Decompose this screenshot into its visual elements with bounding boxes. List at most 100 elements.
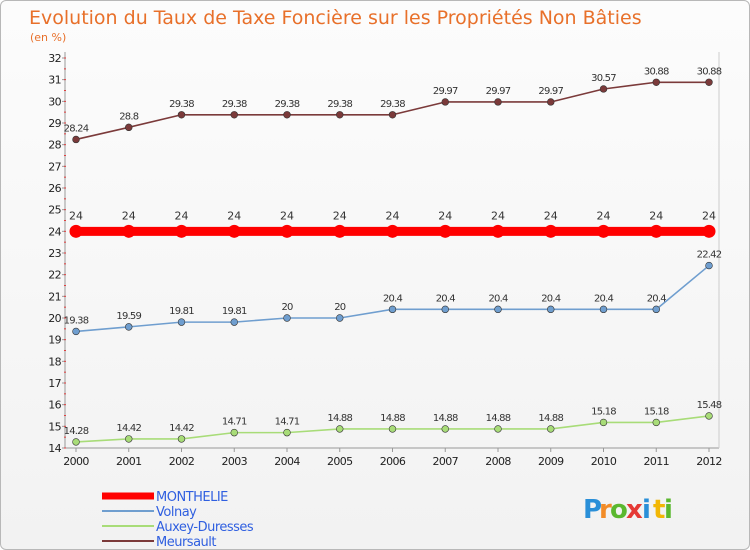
data-label: 29.38: [169, 99, 194, 110]
data-point: [388, 425, 397, 433]
data-label: 22.42: [697, 250, 722, 261]
series-line: [75, 81, 709, 141]
data-point: [72, 327, 80, 336]
data-label: 24: [122, 209, 136, 222]
y-tick-label: 19: [48, 334, 61, 347]
data-label: 30.88: [697, 66, 722, 77]
data-point: [652, 305, 660, 314]
y-tick-label: 21: [48, 290, 61, 303]
data-label: 24: [702, 209, 716, 222]
data-label: 29.38: [222, 99, 247, 110]
data-point: [386, 224, 399, 238]
chart-subtitle: (en %): [30, 31, 66, 44]
data-point: [283, 314, 291, 322]
data-label: 20: [281, 302, 293, 313]
data-label: 20.4: [541, 293, 561, 304]
x-tick-label: 2012: [696, 455, 722, 468]
data-point: [652, 418, 660, 427]
data-label: 19.38: [64, 315, 89, 326]
data-label: 24: [491, 209, 505, 222]
data-label: 19.81: [169, 306, 194, 317]
series-auxey-duresses: 14.28 14.42 14.42 14.71 14.71 14.88 14.88 14.88…: [64, 400, 723, 446]
x-tick-label: 2008: [485, 455, 511, 468]
data-point: [652, 78, 660, 86]
y-tick-label: 17: [48, 377, 61, 390]
data-point: [705, 412, 713, 420]
data-point: [388, 305, 397, 314]
data-point: [333, 224, 347, 238]
data-point: [599, 85, 608, 93]
x-tick-label: 2000: [63, 455, 89, 468]
data-point: [702, 224, 716, 238]
y-tick-label: 22: [48, 269, 61, 282]
y-tick-label: 15: [48, 420, 61, 433]
data-point: [705, 261, 713, 270]
logo-letter: t: [653, 495, 666, 525]
data-point: [283, 428, 291, 437]
data-label: 20.4: [383, 293, 403, 304]
data-point: [438, 224, 452, 238]
data-point: [649, 224, 663, 238]
logo-letter: i: [664, 495, 674, 525]
x-tick-label: 2007: [432, 455, 458, 468]
data-point: [125, 323, 133, 331]
data-point: [336, 314, 344, 322]
data-label: 14.42: [116, 423, 141, 434]
data-label: 29.38: [380, 99, 405, 110]
data-point: [125, 123, 133, 132]
data-label: 24: [649, 209, 663, 222]
data-point: [494, 425, 502, 433]
data-point: [230, 428, 238, 437]
data-point: [280, 224, 294, 238]
logo-letter: x: [626, 495, 644, 525]
data-point: [230, 318, 238, 326]
y-tick-label: 31: [48, 74, 61, 87]
data-label: 24: [333, 209, 347, 222]
data-label: 19.81: [222, 306, 247, 317]
data-point: [230, 111, 238, 119]
data-point: [69, 224, 83, 238]
data-point: [544, 224, 558, 238]
data-point: [122, 224, 136, 238]
data-point: [597, 224, 610, 238]
logo-letter: P: [583, 495, 603, 525]
chart-title: Evolution du Taux de Taxe Foncière sur l…: [29, 7, 642, 29]
data-point: [72, 135, 80, 144]
data-label: 20.4: [594, 293, 614, 304]
data-point: [441, 98, 449, 106]
data-point: [227, 224, 241, 238]
data-label: 30.57: [591, 73, 616, 84]
data-point: [547, 425, 555, 433]
data-point: [494, 98, 502, 106]
data-point: [705, 78, 713, 86]
data-label: 24: [69, 209, 83, 222]
logo-letter: r: [599, 495, 613, 525]
data-label: 24: [227, 209, 241, 222]
data-label: 15.48: [697, 400, 722, 411]
data-label: 14.88: [380, 413, 405, 424]
x-tick-label: 2002: [169, 455, 195, 468]
data-label: 20: [334, 302, 346, 313]
y-tick-label: 25: [48, 204, 61, 217]
y-tick-label: 29: [48, 117, 61, 130]
data-label: 15.18: [591, 406, 616, 417]
x-tick-label: 2001: [116, 455, 142, 468]
data-point: [72, 438, 80, 446]
data-label: 19.59: [116, 311, 141, 322]
legend-label: MONTHELIE: [156, 490, 228, 505]
data-label: 29.38: [327, 99, 352, 110]
data-point: [177, 318, 186, 326]
data-point: [441, 425, 449, 433]
data-label: 14.28: [64, 426, 89, 437]
series-volnay: 19.38 19.59 19.81 19.81 20 20 20.4 20.4 20.4 20.4…: [64, 250, 723, 336]
data-label: 24: [386, 209, 400, 222]
y-tick-label: 16: [48, 399, 61, 412]
data-point: [494, 305, 502, 314]
data-label: 29.97: [433, 86, 458, 97]
data-label: 28.24: [64, 123, 89, 134]
data-label: 24: [280, 209, 294, 222]
data-label: 29.97: [486, 86, 511, 97]
data-point: [547, 98, 555, 106]
